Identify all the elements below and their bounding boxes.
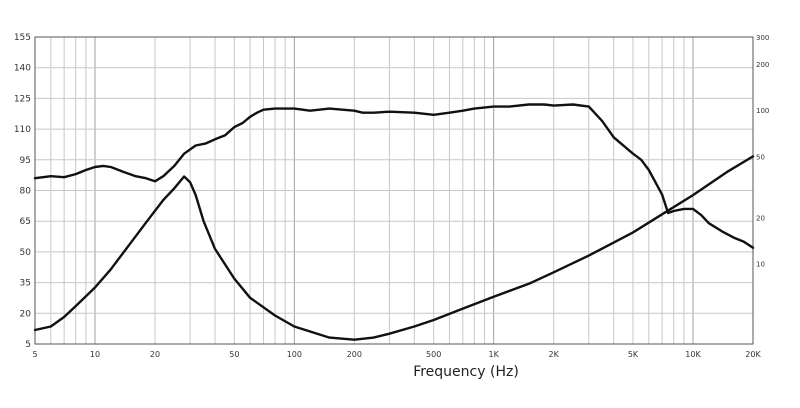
right-axis-ticks: 10 20 50 100 200 300 [756, 34, 769, 269]
right-tick-label: 50 [756, 153, 765, 161]
x-tick-label: 5K [628, 350, 639, 359]
left-tick-label: 125 [14, 94, 31, 104]
grid [35, 36, 753, 345]
plot-frame [34, 36, 754, 345]
left-tick-label: 95 [20, 156, 31, 166]
x-tick-label: 5 [32, 350, 37, 359]
x-tick-label: 1K [488, 350, 499, 359]
left-axis-ticks: 5 20 35 50 65 80 95 110 125 140 155 [14, 33, 31, 350]
impedance-curve [33, 155, 755, 341]
x-tick-label: 20 [150, 350, 160, 359]
x-tick-label: 100 [287, 350, 302, 359]
x-tick-label: 10 [90, 350, 100, 359]
x-tick-label: 2K [548, 350, 559, 359]
x-tick-label: 20K [745, 350, 761, 359]
x-axis-label: Frequency (Hz) [413, 364, 519, 380]
response-curve [33, 103, 755, 249]
right-tick-label: 300 [756, 34, 769, 42]
left-tick-label: 50 [20, 248, 32, 258]
x-axis-ticks: 5 10 20 50 100 200 500 1K 2K 5K 10K 20K [32, 350, 761, 359]
left-tick-label: 35 [20, 279, 31, 289]
left-tick-label: 5 [25, 340, 31, 350]
x-tick-label: 10K [685, 350, 701, 359]
right-tick-label: 10 [756, 261, 765, 269]
left-tick-label: 155 [14, 33, 31, 43]
left-tick-label: 80 [20, 187, 32, 197]
x-tick-label: 50 [229, 350, 239, 359]
left-tick-label: 20 [20, 309, 32, 319]
x-tick-label: 500 [426, 350, 441, 359]
x-tick-label: 200 [347, 350, 362, 359]
right-tick-label: 20 [756, 215, 765, 223]
right-tick-label: 100 [756, 107, 769, 115]
right-tick-label: 200 [756, 61, 769, 69]
curves [33, 103, 755, 341]
left-tick-label: 140 [14, 64, 31, 74]
left-tick-label: 65 [20, 217, 31, 227]
left-tick-label: 110 [14, 125, 31, 135]
